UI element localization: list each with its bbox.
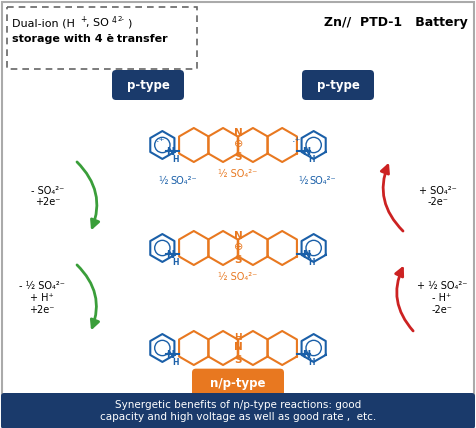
FancyBboxPatch shape <box>302 70 374 100</box>
FancyBboxPatch shape <box>1 393 475 428</box>
Text: S: S <box>234 152 242 162</box>
Polygon shape <box>179 231 208 265</box>
Text: N: N <box>234 128 242 138</box>
Polygon shape <box>302 334 326 362</box>
Text: storage with 4 e: storage with 4 e <box>12 34 114 44</box>
Text: ): ) <box>127 18 131 28</box>
Polygon shape <box>179 331 208 365</box>
Text: Synergetic benefits of n/p-type reactions: good
capacity and high voltage as wel: Synergetic benefits of n/p-type reaction… <box>100 400 376 422</box>
Text: ·⁺: ·⁺ <box>156 137 165 147</box>
Polygon shape <box>268 128 297 162</box>
Text: H: H <box>309 155 315 164</box>
Text: + SO₄²⁻
-2e⁻: + SO₄²⁻ -2e⁻ <box>419 186 457 207</box>
Polygon shape <box>208 331 238 365</box>
FancyBboxPatch shape <box>192 369 284 398</box>
Text: S: S <box>234 355 242 365</box>
Polygon shape <box>150 334 174 362</box>
Text: transfer: transfer <box>113 34 168 44</box>
Text: - ½ SO₄²⁻
+ H⁺
+2e⁻: - ½ SO₄²⁻ + H⁺ +2e⁻ <box>19 281 65 315</box>
Text: 4: 4 <box>112 16 117 25</box>
Text: ½: ½ <box>298 176 307 187</box>
Text: N: N <box>166 350 174 360</box>
Text: S: S <box>234 255 242 265</box>
Text: H: H <box>173 358 179 367</box>
Text: H: H <box>234 333 242 342</box>
Text: ·⁺: ·⁺ <box>292 137 301 147</box>
Text: ⊕: ⊕ <box>234 139 244 149</box>
Polygon shape <box>302 234 326 262</box>
Text: H: H <box>309 258 315 267</box>
Text: N: N <box>302 350 310 360</box>
Text: ½: ½ <box>159 176 169 187</box>
FancyBboxPatch shape <box>112 70 184 100</box>
Polygon shape <box>208 128 238 162</box>
Text: H: H <box>173 155 179 164</box>
Text: N: N <box>302 250 310 260</box>
Polygon shape <box>238 128 268 162</box>
Text: Dual-ion (H: Dual-ion (H <box>12 18 75 28</box>
Text: p-type: p-type <box>127 78 169 92</box>
Polygon shape <box>302 131 326 159</box>
Polygon shape <box>268 331 297 365</box>
Text: Zn//  PTD-1   Battery: Zn// PTD-1 Battery <box>324 16 468 29</box>
Polygon shape <box>238 231 268 265</box>
Polygon shape <box>150 234 174 262</box>
Polygon shape <box>179 128 208 162</box>
Text: H: H <box>309 358 315 367</box>
Text: - SO₄²⁻
+2e⁻: - SO₄²⁻ +2e⁻ <box>31 186 65 207</box>
Text: ½ SO₄²⁻: ½ SO₄²⁻ <box>218 169 258 179</box>
Bar <box>7 7 197 69</box>
Text: ½ SO₄²⁻: ½ SO₄²⁻ <box>218 272 258 282</box>
Text: + ½ SO₄²⁻
- H⁺
-2e⁻: + ½ SO₄²⁻ - H⁺ -2e⁻ <box>417 281 467 315</box>
Text: n/p-type: n/p-type <box>210 377 266 390</box>
Text: , SO: , SO <box>86 18 109 28</box>
Text: N: N <box>166 147 174 158</box>
Text: N: N <box>234 342 242 352</box>
Text: -: - <box>108 31 111 40</box>
Polygon shape <box>208 231 238 265</box>
Polygon shape <box>268 231 297 265</box>
Polygon shape <box>238 331 268 365</box>
Text: N: N <box>166 250 174 260</box>
Text: SO₄²⁻: SO₄²⁻ <box>170 176 197 187</box>
Text: ⊕: ⊕ <box>234 242 244 252</box>
Text: H: H <box>173 258 179 267</box>
Text: +: + <box>80 15 86 24</box>
Polygon shape <box>150 131 174 159</box>
Text: SO₄²⁻: SO₄²⁻ <box>310 176 337 187</box>
Text: 2-: 2- <box>118 15 125 21</box>
Text: N: N <box>302 147 310 158</box>
Text: N: N <box>234 231 242 241</box>
Text: p-type: p-type <box>317 78 359 92</box>
